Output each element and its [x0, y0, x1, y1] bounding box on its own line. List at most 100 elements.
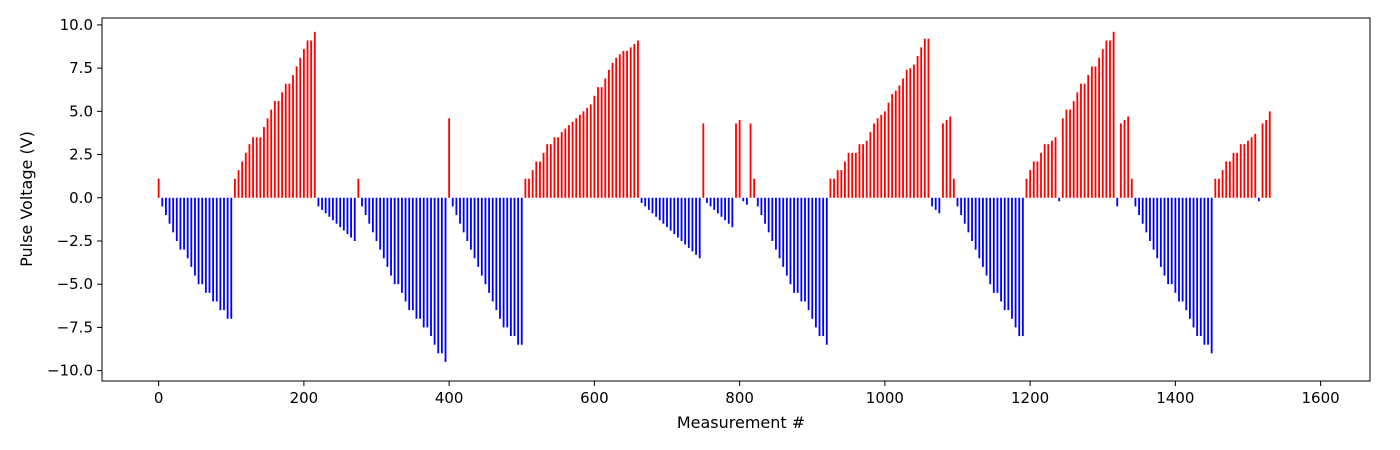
bar [422, 197, 425, 328]
bar [401, 197, 403, 293]
bar [255, 137, 258, 198]
bar [778, 197, 781, 259]
bar [462, 197, 465, 233]
bar [310, 40, 313, 198]
bar [244, 152, 247, 198]
bar [430, 197, 432, 337]
bar [1061, 118, 1064, 198]
bar [626, 50, 628, 198]
bar [1188, 197, 1191, 319]
bar [680, 197, 683, 241]
bar [382, 197, 385, 259]
bar [1214, 178, 1217, 198]
bar [1250, 137, 1253, 198]
bar [589, 104, 592, 198]
bar [357, 178, 360, 198]
bar [419, 197, 421, 319]
bar [175, 197, 178, 241]
bar [292, 75, 294, 198]
bar [448, 118, 451, 198]
bar [1181, 197, 1184, 302]
bar [851, 152, 854, 198]
bar [332, 197, 334, 221]
bar [284, 83, 287, 198]
bar [611, 62, 614, 198]
bar [1178, 197, 1180, 302]
bar [684, 197, 687, 245]
bar [499, 197, 501, 319]
bar [386, 197, 389, 267]
bar [168, 197, 171, 224]
bar [1090, 66, 1093, 198]
bar [600, 87, 603, 198]
bar [324, 197, 327, 214]
bar [470, 197, 472, 250]
bar [484, 197, 487, 285]
bar [1134, 197, 1137, 207]
bar [858, 144, 861, 198]
bar [539, 161, 541, 198]
bar [1138, 197, 1140, 216]
bar [909, 68, 912, 198]
bar [640, 197, 643, 203]
bar [985, 197, 988, 276]
bar [223, 197, 225, 311]
bar [350, 197, 353, 238]
bar [949, 116, 952, 198]
bar [346, 197, 349, 235]
bar [804, 197, 806, 302]
bar [913, 64, 915, 198]
bar [1261, 123, 1264, 198]
bar [440, 197, 443, 354]
bar [702, 123, 705, 198]
bar [1163, 197, 1166, 276]
bar [647, 197, 650, 210]
bar [190, 197, 193, 267]
bar [756, 197, 759, 207]
bar [963, 197, 966, 224]
bar [982, 197, 984, 267]
bar [655, 197, 658, 217]
bar [437, 197, 440, 354]
y-tick-label: −10.0 [47, 362, 93, 380]
bar [433, 197, 436, 345]
y-tick-label: −5.0 [57, 275, 93, 293]
bar [753, 178, 756, 198]
bar [854, 152, 857, 198]
bar [1218, 178, 1220, 198]
bar [273, 100, 276, 198]
bar [197, 197, 200, 285]
bar [1199, 197, 1202, 337]
bar [172, 197, 175, 233]
bar [785, 197, 788, 276]
bar [426, 197, 429, 328]
bar [1040, 152, 1042, 198]
bar [789, 197, 792, 285]
bar [568, 125, 570, 198]
bar [608, 69, 610, 198]
bar [876, 118, 879, 198]
bar [353, 197, 356, 241]
bar [698, 197, 701, 259]
bar [1170, 197, 1173, 285]
bar [513, 197, 516, 337]
bar [455, 197, 458, 216]
bar [201, 197, 204, 285]
bar [506, 197, 509, 328]
bar [952, 178, 955, 198]
bar [509, 197, 512, 337]
y-tick-label: −7.5 [57, 318, 93, 336]
bar [905, 69, 908, 198]
bar [720, 197, 723, 217]
bar [1025, 178, 1028, 198]
y-tick-label: 5.0 [69, 102, 93, 120]
bar [814, 197, 817, 328]
bar [1265, 119, 1268, 198]
y-tick-label: −2.5 [57, 232, 93, 250]
bar [796, 197, 799, 293]
bar [996, 197, 999, 293]
bar [1210, 197, 1213, 354]
bar [466, 197, 469, 241]
bar [557, 137, 559, 198]
bar [967, 197, 970, 233]
